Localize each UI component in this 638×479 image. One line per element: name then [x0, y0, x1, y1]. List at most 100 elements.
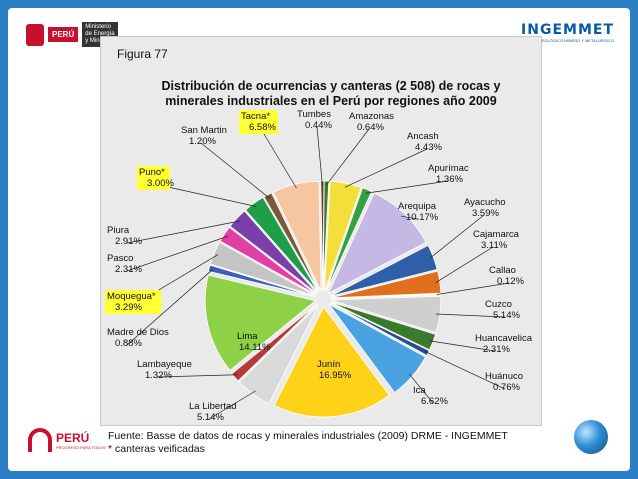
slice-label-piura: Piura: [107, 225, 130, 236]
slice-label-amazonas: Amazonas: [349, 111, 394, 122]
ingemmet-logo: INGEMMET INSTITUTO GEOLÓGICO MINERO Y ME…: [517, 22, 615, 43]
slice-pct-arequipa: 10.17%: [406, 212, 439, 223]
leader-line-arequipa: [401, 215, 419, 220]
pie-slice-arequipa: [327, 192, 427, 295]
leader-line-apur-mac: [365, 180, 449, 194]
slice-label-la-libertad: La Libertad: [189, 401, 237, 412]
leader-line-huancavelica: [429, 340, 496, 352]
slice-pct-lambayeque: 1.32%: [145, 370, 172, 381]
slice-pct-ayacucho: 3.59%: [472, 208, 499, 219]
pie-slice-puno-: [244, 196, 319, 293]
pie-slice-huancavelica: [330, 301, 437, 351]
slice-pct-hu-nuco: 0.76%: [493, 382, 520, 393]
slice-label-cajamarca: Cajamarca: [473, 229, 520, 240]
pie-slice-apur-mac: [325, 187, 373, 292]
leader-line-cajamarca: [435, 246, 494, 283]
pie-slice-tacna-: [272, 180, 322, 292]
slice-label-moquegua-: Moquegua*: [107, 291, 156, 302]
slice-pct-ica: 6.62%: [421, 396, 448, 407]
pie-slice-cuzco: [330, 295, 442, 334]
footnote-text: * canteras veificadas: [108, 443, 205, 455]
slice-pct-tumbes: 0.44%: [305, 120, 332, 131]
pie-slice-san-martin: [263, 192, 320, 293]
peru-badge: PERÚ: [48, 27, 79, 42]
slice-pct-madre-de-dios: 0.88%: [115, 338, 142, 349]
slice-label-pasco: Pasco: [107, 253, 133, 264]
slice-label-madre-de-dios: Madre de Dios: [107, 327, 169, 338]
slice-label-callao: Callao: [489, 265, 516, 276]
slice-pct-jun-n: 16.95%: [319, 370, 352, 381]
leader-line-amazonas: [326, 128, 370, 186]
slice-pct-tacna-: 6.58%: [249, 122, 276, 133]
slice-label-huancavelica: Huancavelica: [475, 333, 533, 344]
globe-icon: [574, 420, 608, 454]
leader-line-tumbes: [316, 126, 323, 186]
chart-title-line-1: Distribución de ocurrencias y canteras (…: [161, 79, 501, 93]
leader-line-san-martin: [200, 142, 270, 199]
pie-slice-cajamarca: [330, 270, 442, 299]
slice-pct-san-martin: 1.20%: [189, 136, 216, 147]
leader-line-tacna-: [260, 128, 297, 189]
slice-pct-moquegua-: 3.29%: [115, 302, 142, 313]
slice-pct-cuzco: 5.14%: [493, 310, 520, 321]
slice-pct-callao: 0.12%: [497, 276, 524, 287]
chart-title-line-2: minerales industriales en el Perú por re…: [165, 94, 497, 108]
leader-line-cuzco: [435, 313, 506, 318]
leader-line-madre-de-dios: [126, 268, 214, 346]
slice-label-tacna-: Tacna*: [241, 111, 270, 122]
slice-pct-pasco: 2.31%: [115, 264, 142, 275]
slice-pct-la-libertad: 5.14%: [197, 412, 224, 423]
slide: PERÚ Ministerio de Energía y Minas INGEM…: [8, 8, 630, 471]
slice-label-cuzco: Cuzco: [485, 299, 512, 310]
slice-label-tumbes: Tumbes: [297, 109, 331, 120]
leader-line-ayacucho: [429, 214, 485, 259]
slice-pct-piura: 2.91%: [115, 236, 142, 247]
slice-label-ica: Ica: [413, 385, 426, 396]
pie-slice-ancash: [324, 180, 362, 292]
leader-line-la-libertad: [208, 390, 256, 420]
slice-pct-ancash: 4.43%: [415, 142, 442, 153]
leader-line-hu-nuco: [424, 350, 506, 390]
chart-title: Distribución de ocurrencias y canteras (…: [141, 79, 521, 109]
pie-slice-ica: [328, 303, 427, 394]
slice-pct-lima: 14.11%: [239, 342, 271, 353]
peru-brand-text: PERÚ: [56, 430, 90, 445]
pie-slice-jun-n: [273, 306, 390, 418]
slice-label-lambayeque: Lambayeque: [137, 359, 192, 370]
label-highlight-moquegua-: [105, 290, 162, 314]
slice-pct-puno-: 3.00%: [147, 178, 174, 189]
slice-label-ayacucho: Ayacucho: [464, 197, 506, 208]
slice-pct-cajamarca: 3.11%: [481, 240, 508, 251]
slice-label-san-martin: San Martin: [181, 125, 227, 136]
slice-label-puno-: Puno*: [139, 167, 165, 178]
slice-label-lima: Lima: [237, 331, 258, 342]
leader-line-callao: [436, 282, 510, 295]
slice-label-jun-n: Junín: [317, 359, 340, 370]
pie-slice-pasco: [219, 226, 317, 295]
source-text: Fuente: Basse de datos de rocas y minera…: [108, 430, 508, 442]
leader-line-pasco: [126, 235, 228, 272]
leader-line-ancash: [344, 148, 428, 188]
pie-slice-moquegua-: [209, 241, 316, 297]
leader-line-puno-: [158, 184, 257, 207]
pie-slice-ayacucho: [330, 244, 438, 297]
slice-pct-amazonas: 0.64%: [357, 122, 384, 133]
pie-slice-lima: [204, 274, 317, 371]
ingemmet-name: INGEMMET: [521, 22, 614, 38]
peru-arc-icon: [28, 428, 52, 452]
leader-line-piura: [126, 220, 240, 244]
slice-pct-huancavelica: 2.31%: [483, 344, 510, 355]
leader-line-lambayeque: [156, 374, 238, 378]
figure-label: Figura 77: [117, 47, 168, 61]
peru-brand-logo: PERÚ PROGRESO PARA TODOS: [28, 428, 106, 452]
pie-slice-la-libertad: [238, 305, 319, 405]
pie-slice-lambayeque: [231, 304, 318, 382]
label-highlight-puno-: [137, 166, 170, 190]
slice-label-arequipa: Arequipa: [398, 201, 437, 212]
ingemmet-subtitle: INSTITUTO GEOLÓGICO MINERO Y METALÚRGICO: [516, 38, 615, 43]
peru-brand-subtext: PROGRESO PARA TODOS: [56, 444, 106, 450]
pie-slice-madre-de-dios: [207, 264, 316, 298]
coat-of-arms-icon: [26, 23, 44, 46]
slice-label-hu-nuco: Huánuco: [485, 371, 523, 382]
